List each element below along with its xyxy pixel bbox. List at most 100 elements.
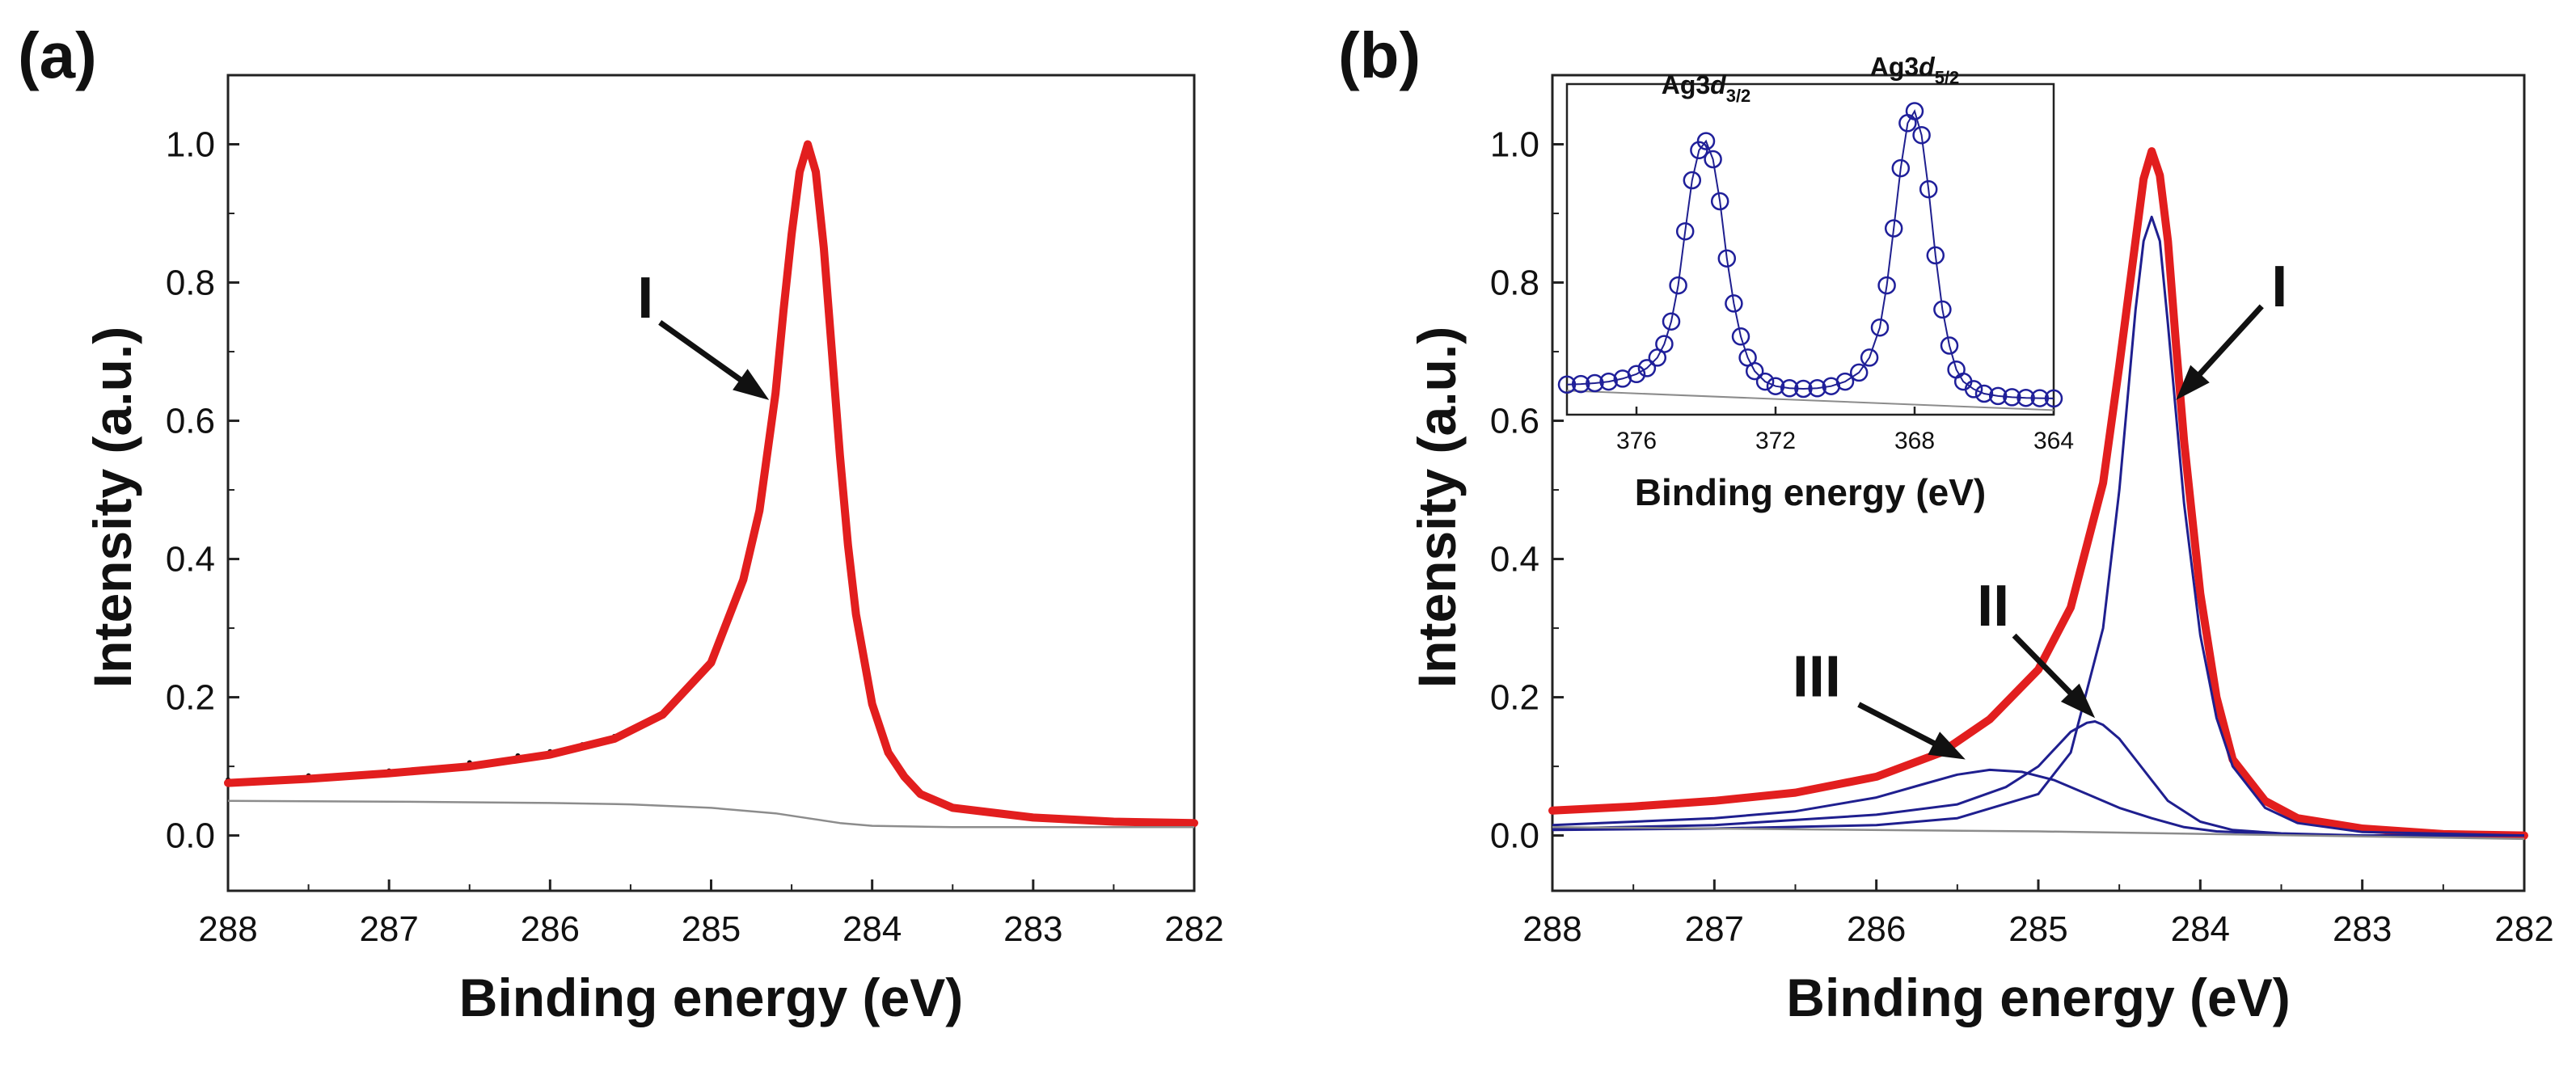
- inset-data-point: [1835, 372, 1855, 391]
- peak-label-base: Ag3: [1662, 70, 1710, 99]
- inset-data-point: [1849, 363, 1869, 382]
- peak-label-orbital: d: [1919, 53, 1936, 82]
- inset-data-point: [2003, 388, 2021, 407]
- x-tick-label: 288: [1522, 909, 1581, 949]
- inset-data-point: [1717, 249, 1737, 268]
- annotation-arrow: [658, 320, 758, 394]
- inset-data-point: [1683, 171, 1702, 190]
- inset-data-point: [1627, 365, 1646, 384]
- inset-data-point: [1725, 294, 1743, 313]
- plot-frame: [226, 74, 1196, 892]
- annotation-iii: III: [1793, 645, 1966, 760]
- y-tick-label: 1.0: [1490, 125, 1539, 165]
- annotation-ii: II: [1977, 574, 2096, 719]
- inset-data-point: [2044, 389, 2063, 408]
- inset-data-point: [1662, 312, 1681, 331]
- y-axis-title: Intensity (a.u.): [1407, 327, 1467, 688]
- x-tick-label: 284: [2171, 909, 2230, 949]
- inset-data-point: [1860, 348, 1879, 367]
- inset-data-point: [1766, 377, 1785, 395]
- y-tick-label: 0.6: [166, 402, 215, 441]
- inset-data-point: [2030, 389, 2050, 407]
- y-tick-label: 1.0: [166, 125, 215, 165]
- y-tick-label: 0.2: [1490, 678, 1539, 718]
- panel-label: (b): [1338, 19, 1421, 91]
- inset-data-point: [1794, 379, 1813, 399]
- y-tick-label: 0.0: [166, 816, 215, 856]
- x-tick-label: 286: [521, 909, 580, 949]
- measured-data-series: [226, 733, 617, 782]
- y-tick-label: 0.0: [1490, 816, 1539, 856]
- component-III-series: [1552, 768, 2524, 837]
- annotation-arrowhead: [2060, 683, 2096, 719]
- x-tick-label: 288: [198, 909, 257, 949]
- inset-x-axis-title: Binding energy (eV): [1635, 471, 1986, 513]
- inset-data-point: [1974, 384, 1994, 403]
- x-tick-label: 286: [1847, 909, 1906, 949]
- inset-x-tick-label: 376: [1616, 428, 1657, 454]
- annotation-i: I: [637, 266, 770, 400]
- inset-data-point: [1690, 141, 1708, 160]
- peak-label-orbital: d: [1710, 70, 1727, 99]
- inset-data-point: [1964, 380, 1983, 399]
- inset-data-point: [1926, 246, 1945, 265]
- inset-data-point: [1586, 373, 1604, 393]
- y-tick-label: 0.8: [1490, 264, 1539, 303]
- inset-data-point: [1710, 192, 1729, 211]
- x-tick-label: 284: [842, 909, 902, 949]
- envelope-series: [1548, 147, 2528, 840]
- y-axis-title: Intensity (a.u.): [82, 327, 142, 688]
- x-tick-label: 287: [359, 909, 418, 949]
- x-tick-label: 283: [1003, 909, 1062, 949]
- inset-data-point: [1884, 219, 1903, 238]
- inset-data-point: [1655, 335, 1674, 353]
- annotation-i: I: [2176, 255, 2287, 400]
- inset-data-point: [1780, 379, 1799, 398]
- inset-data-point: [1755, 372, 1775, 391]
- x-tick-label: 282: [2494, 909, 2553, 949]
- inset-data-point: [1599, 372, 1618, 391]
- x-tick-label: 285: [682, 909, 741, 949]
- inset-data-point: [1870, 318, 1890, 337]
- inset-data-point: [2016, 388, 2035, 407]
- inset-data-point: [1940, 336, 1959, 355]
- x-tick-label: 282: [1164, 909, 1223, 949]
- y-tick-label: 0.4: [1490, 540, 1539, 580]
- inset-x-tick-label: 368: [1894, 428, 1935, 454]
- inset-data-point: [1669, 276, 1687, 295]
- inset-data-point: [1745, 361, 1764, 381]
- annotation-arrowhead: [1928, 732, 1966, 760]
- x-tick-label: 287: [1685, 909, 1744, 949]
- inset-background-series: [1566, 390, 2054, 411]
- y-tick-label: 0.8: [166, 264, 215, 303]
- inset-data-point: [1675, 221, 1695, 241]
- inset-data-point: [1704, 150, 1722, 169]
- inset-data-point: [1891, 158, 1911, 178]
- inset-data-point: [1933, 300, 1952, 319]
- annotation-label: I: [2271, 255, 2287, 319]
- annotation-label: II: [1977, 574, 2009, 639]
- y-tick-label: 0.2: [166, 678, 215, 718]
- inset-data-point: [1877, 276, 1896, 295]
- inset-x-tick-label: 372: [1755, 428, 1796, 454]
- x-axis-title: Binding energy (eV): [459, 968, 963, 1027]
- component-II-series: [1552, 720, 2524, 837]
- x-tick-label: 285: [2008, 909, 2067, 949]
- panel-label: (a): [18, 19, 97, 91]
- background-series: [1552, 826, 2525, 841]
- inset-data-point: [1637, 359, 1657, 377]
- panel-b: 288 287 286 285 284 283 282 0.0 0.2 0.4 0.6 0.8 1.0 B…: [1338, 19, 2554, 1027]
- inset-data-point: [1905, 102, 1924, 120]
- panel-a: 288 287 286 285 284 283 282 0.0 0.2 0.4 0.6 0.8 1.0 B…: [18, 19, 1224, 1027]
- x-tick-label: 283: [2333, 909, 2392, 949]
- inset-peak-label: Ag3d3/2: [1662, 70, 1751, 106]
- fit-series: [224, 140, 1198, 828]
- background-series: [227, 799, 1194, 829]
- annotation-arrowhead: [2176, 365, 2210, 400]
- inset-data-point: [1988, 386, 2008, 406]
- inset-data-point: [1696, 132, 1716, 150]
- inset-peak-label: Ag3d5/2: [1870, 53, 1960, 88]
- peak-label-base: Ag3: [1870, 53, 1919, 82]
